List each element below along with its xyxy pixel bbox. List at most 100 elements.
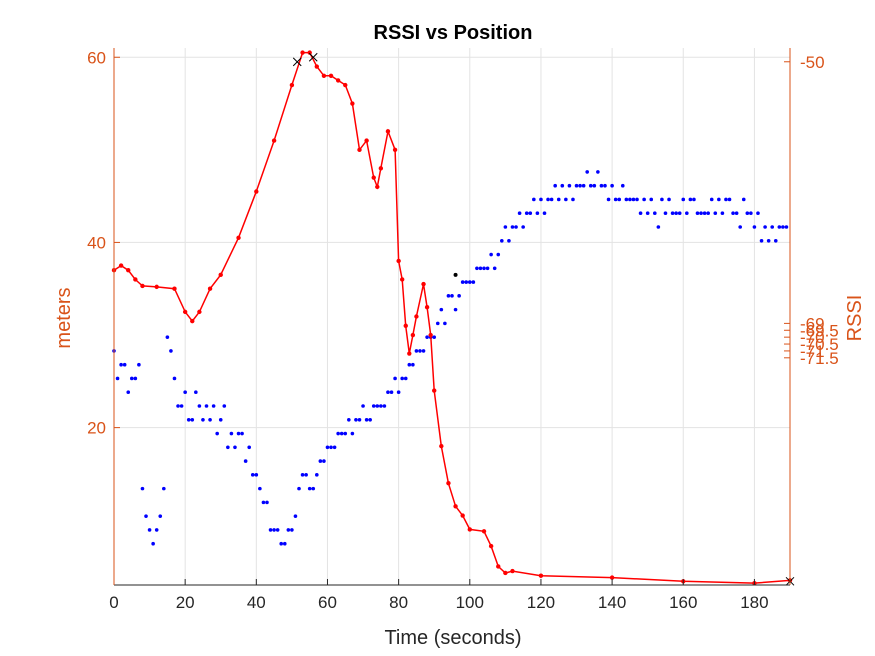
rssi-point [233, 445, 237, 450]
rssi-point [268, 528, 273, 532]
rssi-point [471, 280, 476, 284]
rssi-point [229, 431, 234, 436]
rssi-point [179, 404, 184, 408]
y-right-tick-label: -69.5 [800, 321, 839, 340]
rssi-point [492, 266, 497, 271]
y-left-tick-label: 60 [87, 48, 106, 67]
rssi-point [713, 211, 718, 216]
rssi-point [781, 225, 785, 229]
rssi-point [766, 238, 771, 243]
rssi-point [706, 211, 710, 216]
meters-point [496, 564, 501, 569]
meters-point [439, 443, 444, 449]
rssi-point [446, 294, 451, 298]
rssi-point [439, 307, 444, 312]
rssi-point [613, 197, 618, 202]
x-tick-label: 20 [176, 593, 195, 612]
axes: 0 20 40 60 80 100 120 140 160 180 20 40 60 -50 -69-69.… [87, 48, 839, 612]
rssi-point [347, 417, 351, 422]
rssi-point [432, 335, 437, 339]
rssi-point [734, 211, 739, 216]
y-axis-left-label: meters [53, 287, 75, 348]
meters-point [453, 504, 458, 509]
rssi-point [215, 431, 219, 436]
rssi-point [581, 183, 586, 188]
rssi-point [524, 211, 529, 216]
y-right-tick-label: -50 [800, 53, 825, 72]
meters-point [314, 64, 319, 69]
x-tick-label: 0 [109, 593, 118, 612]
rssi-point [638, 211, 643, 216]
x-tick-label: 180 [740, 593, 768, 612]
rssi-point [685, 211, 689, 216]
rssi-point [201, 417, 205, 422]
rssi-point [140, 486, 145, 491]
rssi-point [137, 362, 141, 367]
meters-point [403, 323, 408, 328]
rssi-point [503, 225, 508, 229]
meters-point [481, 529, 487, 534]
rssi-point [617, 197, 622, 202]
rssi-point [610, 183, 614, 188]
rssi-point [546, 197, 550, 202]
rssi-point [667, 197, 671, 202]
meters-point [371, 175, 376, 180]
rssi-point [773, 238, 778, 243]
rssi-point [129, 376, 134, 381]
y-axis-right-label: RSSI [844, 295, 866, 342]
meters-point [392, 147, 398, 153]
rssi-point [500, 238, 504, 243]
meters-point [375, 184, 380, 190]
rssi-point [357, 417, 362, 422]
rssi-point [642, 197, 646, 202]
rssi-point [521, 225, 525, 229]
rssi-point [158, 514, 163, 518]
rssi-point [631, 197, 636, 202]
rssi-point [692, 197, 696, 202]
rssi-point [588, 183, 593, 188]
rssi-point [514, 225, 518, 229]
meters-point [488, 543, 494, 549]
meters-point [236, 235, 241, 241]
x-marker [308, 52, 318, 62]
rssi-point [154, 528, 159, 532]
rssi-point [464, 280, 469, 284]
meters-point [357, 147, 362, 153]
rssi-point [628, 197, 632, 202]
rssi-point [624, 197, 629, 202]
rssi-point [467, 280, 472, 284]
meters-point [503, 570, 508, 576]
meters-point [407, 351, 412, 356]
rssi-point [226, 445, 230, 450]
rssi-point [293, 514, 298, 518]
meters-point [218, 272, 223, 278]
rssi-point [756, 211, 760, 216]
rssi-point [122, 362, 127, 367]
rssi-point [386, 390, 390, 395]
rssi-point [489, 252, 493, 257]
grid [113, 48, 790, 585]
rssi-point [307, 486, 312, 491]
rssi-point [528, 211, 533, 216]
rssi-point [663, 211, 668, 216]
rssi-point [770, 225, 775, 229]
meters-point [609, 575, 615, 580]
meters-point [428, 332, 433, 338]
rssi-point [300, 473, 305, 477]
meters-point [460, 513, 465, 518]
rssi-point [258, 486, 262, 491]
meters-point [335, 78, 341, 83]
rssi-point [702, 211, 707, 216]
rssi-point [350, 431, 355, 436]
y-right-tick-label: -69 [800, 314, 825, 333]
rssi-point [304, 473, 308, 477]
rssi-point [606, 197, 611, 202]
rssi-point [421, 349, 426, 353]
rssi-point [457, 294, 461, 298]
x-tick-label: 60 [318, 593, 337, 612]
rssi-point [727, 197, 732, 202]
rssi-point [695, 211, 700, 216]
rssi-series [112, 170, 789, 546]
rssi-point [208, 417, 212, 422]
rssi-point [265, 500, 269, 505]
